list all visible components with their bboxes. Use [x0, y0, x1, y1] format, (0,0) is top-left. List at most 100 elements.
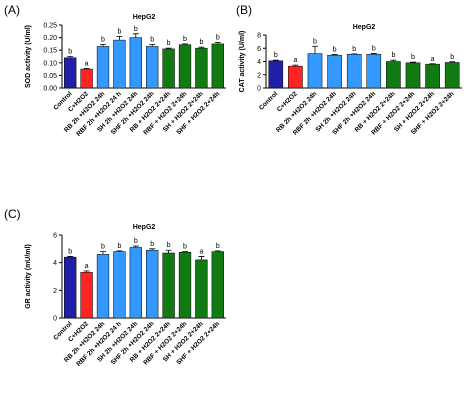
significance-letter: a: [199, 248, 203, 255]
significance-letter: b: [411, 54, 415, 61]
bar: [178, 44, 192, 89]
bar: [162, 252, 175, 319]
error-bar: [331, 54, 338, 56]
chart-title: HepG2: [133, 224, 156, 231]
significance-letter: b: [313, 38, 317, 45]
significance-letter: b: [199, 39, 203, 46]
bar: [64, 256, 77, 319]
significance-letter: b: [391, 52, 395, 59]
bar: [211, 251, 224, 319]
significance-letter: a: [293, 57, 297, 64]
panel-label: (B): [236, 3, 252, 17]
y-axis-label: CAT activity (U/ml): [239, 31, 246, 93]
bar: [288, 65, 303, 89]
bar: [146, 249, 159, 319]
bar: [425, 63, 440, 89]
chart-title: HepG2: [133, 14, 156, 21]
error-bar: [410, 61, 416, 63]
y-tick-label: 0: [53, 316, 57, 323]
error-bar: [214, 41, 221, 44]
significance-letter: b: [150, 36, 154, 43]
error-bar: [165, 47, 172, 49]
significance-letter: b: [167, 242, 171, 249]
bar: [346, 53, 362, 89]
error-bar: [292, 64, 299, 67]
error-bar: [182, 251, 188, 253]
error-bar: [370, 53, 377, 55]
significance-letter: b: [167, 40, 171, 47]
bar: [113, 251, 126, 319]
bar: [64, 57, 77, 89]
significance-letter: b: [134, 26, 138, 33]
error-bar: [100, 251, 106, 255]
bar: [386, 61, 401, 89]
error-bar: [132, 245, 139, 248]
significance-letter: a: [85, 263, 89, 270]
bar: [80, 68, 93, 89]
y-tick-label: 8: [257, 33, 261, 40]
bar: [366, 53, 382, 89]
significance-letter: b: [150, 241, 154, 248]
error-bar: [449, 61, 456, 63]
error-bar: [272, 59, 279, 61]
significance-letter: b: [117, 28, 121, 35]
significance-letter: b: [117, 243, 121, 250]
error-bar: [312, 45, 318, 54]
panel-label: (A): [4, 3, 20, 17]
y-tick-label: 2: [53, 288, 57, 295]
significance-letter: b: [68, 49, 72, 56]
error-bar: [149, 248, 156, 251]
bar: [146, 46, 159, 89]
bar: [129, 37, 142, 89]
significance-letter: b: [216, 34, 220, 41]
y-tick-label: 4: [257, 59, 261, 66]
bar: [129, 247, 142, 319]
bar: [405, 62, 421, 89]
significance-letter: b: [372, 46, 376, 53]
significance-letter: b: [274, 52, 278, 59]
bar: [444, 62, 460, 89]
significance-letter: b: [450, 54, 454, 61]
bar: [96, 254, 110, 319]
y-tick-label: 6: [53, 233, 57, 240]
y-axis-label: GR activity (mU/ml): [25, 244, 32, 309]
significance-letter: b: [183, 36, 187, 43]
y-tick-label: 2: [257, 72, 261, 79]
bar: [307, 53, 323, 89]
error-bar: [132, 33, 139, 38]
y-tick-label: 0.20: [43, 35, 57, 42]
y-tick-label: 0.00: [43, 86, 57, 93]
significance-letter: b: [333, 47, 337, 54]
error-bar: [198, 46, 205, 49]
y-tick-label: 0.25: [43, 23, 57, 30]
bar: [327, 54, 342, 89]
y-tick-label: 4: [53, 260, 57, 267]
significance-letter: b: [216, 243, 220, 250]
bar: [195, 259, 208, 319]
bar: [178, 252, 192, 319]
y-tick-label: 0: [257, 86, 261, 93]
bar: [211, 43, 224, 89]
error-bar: [214, 250, 221, 252]
bar: [96, 46, 110, 89]
chart-title: HepG2: [353, 24, 376, 31]
panel-label: (C): [4, 207, 21, 221]
y-tick-label: 0.15: [43, 48, 57, 55]
bar: [162, 48, 175, 89]
significance-letter: b: [134, 238, 138, 245]
y-tick-label: 0.05: [43, 73, 57, 80]
significance-letter: b: [352, 46, 356, 53]
bar: [80, 272, 93, 319]
y-axis-label: SOD activity (U/ml): [25, 25, 32, 88]
error-bar: [116, 250, 123, 252]
y-tick-label: 0.10: [43, 60, 57, 67]
bar: [113, 39, 126, 89]
error-bar: [67, 256, 74, 258]
error-bar: [165, 249, 172, 253]
significance-letter: b: [68, 248, 72, 255]
error-bar: [116, 35, 123, 41]
significance-letter: b: [183, 244, 187, 251]
y-tick-label: 6: [257, 46, 261, 53]
error-bar: [198, 256, 205, 260]
error-bar: [390, 59, 397, 62]
